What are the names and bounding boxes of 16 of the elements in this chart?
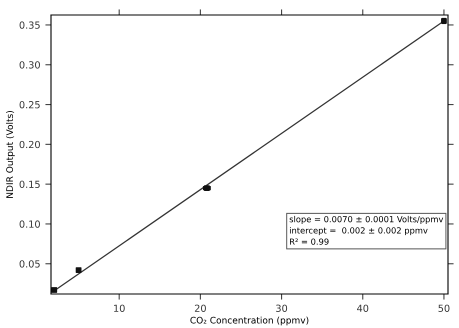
y-tick-label: 0.25 [20,101,40,108]
annotation: slope = 0.0070 ± 0.0001 Volts/ppmv intercept = 0.002 ± 0.002 ppmv R² = 0.99 [290,216,444,245]
x-tick-label: 40 [357,304,368,312]
y-axis-title: NDIR Output (Volts) [6,111,15,198]
y-tick-label: 0.35 [20,21,40,29]
x-tick-label: 10 [114,304,125,312]
x-tick-label: 30 [276,304,288,312]
x-tick-label: 50 [438,304,450,312]
x-axis-title: CO₂ Concentration (ppmv) [190,316,308,326]
y-tick-label: 0.10 [20,220,40,228]
point [76,267,82,274]
y-tick-label: 0.30 [20,61,40,69]
x-tick-label: 20 [194,304,206,312]
y-tick-label: 0.20 [20,140,40,148]
y-tick-label: 0.05 [20,260,40,268]
y-tick-label: 0.15 [20,180,40,188]
